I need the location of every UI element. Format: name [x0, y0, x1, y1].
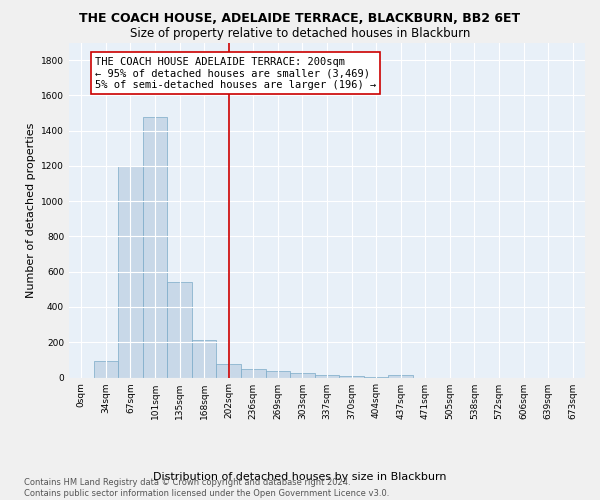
Bar	[94, 361, 118, 378]
Bar	[217, 364, 241, 378]
Bar	[315, 375, 339, 378]
Bar	[339, 376, 364, 378]
Bar	[364, 377, 388, 378]
Text: Contains HM Land Registry data © Crown copyright and database right 2024.
Contai: Contains HM Land Registry data © Crown c…	[24, 478, 389, 498]
Y-axis label: Number of detached properties: Number of detached properties	[26, 122, 35, 298]
Text: Distribution of detached houses by size in Blackburn: Distribution of detached houses by size …	[153, 472, 447, 482]
Text: Size of property relative to detached houses in Blackburn: Size of property relative to detached ho…	[130, 28, 470, 40]
Bar	[118, 166, 143, 378]
Text: THE COACH HOUSE, ADELAIDE TERRACE, BLACKBURN, BB2 6ET: THE COACH HOUSE, ADELAIDE TERRACE, BLACK…	[79, 12, 521, 26]
Bar	[143, 116, 167, 378]
Bar	[388, 375, 413, 378]
Bar	[167, 282, 192, 378]
Bar	[241, 369, 266, 378]
Bar	[192, 340, 217, 378]
Text: THE COACH HOUSE ADELAIDE TERRACE: 200sqm
← 95% of detached houses are smaller (3: THE COACH HOUSE ADELAIDE TERRACE: 200sqm…	[95, 56, 376, 90]
Bar	[266, 371, 290, 378]
Bar	[290, 372, 315, 378]
